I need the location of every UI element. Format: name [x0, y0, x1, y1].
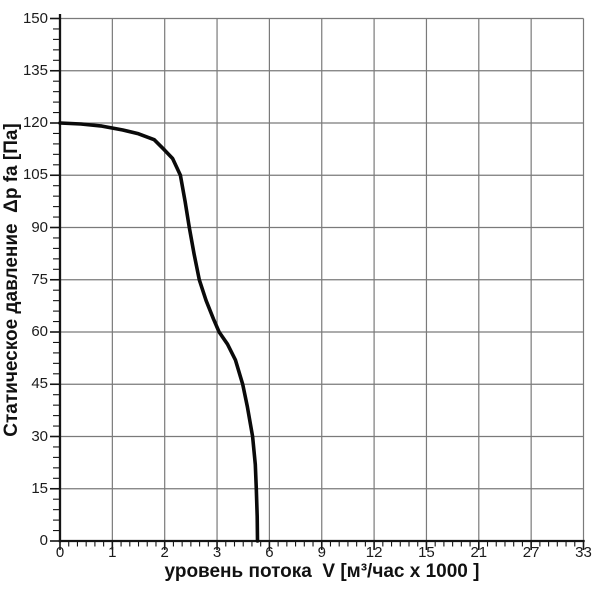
y-tick-label: 120 — [22, 114, 48, 131]
x-tick-label: 2 — [160, 544, 169, 561]
y-axis-title: Статическое давление Δp fa [Па] — [1, 123, 22, 437]
x-tick-label: 33 — [575, 544, 592, 561]
y-tick-label: 60 — [31, 323, 48, 340]
x-tick-label: 21 — [470, 544, 488, 561]
y-tick-label: 15 — [31, 479, 48, 497]
x-tick-label: 9 — [317, 544, 326, 561]
y-tick-label: 90 — [31, 218, 48, 236]
fan-curve — [58, 121, 260, 543]
x-tick-label: 27 — [522, 544, 540, 561]
y-tick-label: 75 — [31, 270, 48, 288]
x-tick-label: 12 — [365, 544, 383, 561]
x-tick-label: 0 — [55, 544, 65, 561]
x-tick-label: 6 — [265, 544, 274, 561]
x-tick-label: 3 — [212, 544, 222, 561]
y-tick-label: 135 — [22, 61, 48, 79]
x-tick-label: 1 — [108, 544, 117, 561]
y-tick-label: 0 — [39, 532, 48, 549]
x-axis-title: уровень потока V [м³/час x 1000 ] — [164, 561, 480, 582]
y-tick-label: 105 — [22, 166, 48, 184]
y-tick-label: 45 — [31, 375, 48, 393]
y-tick-label: 150 — [22, 9, 48, 27]
x-tick-label: 15 — [418, 544, 435, 561]
y-tick-label: 30 — [31, 427, 48, 445]
